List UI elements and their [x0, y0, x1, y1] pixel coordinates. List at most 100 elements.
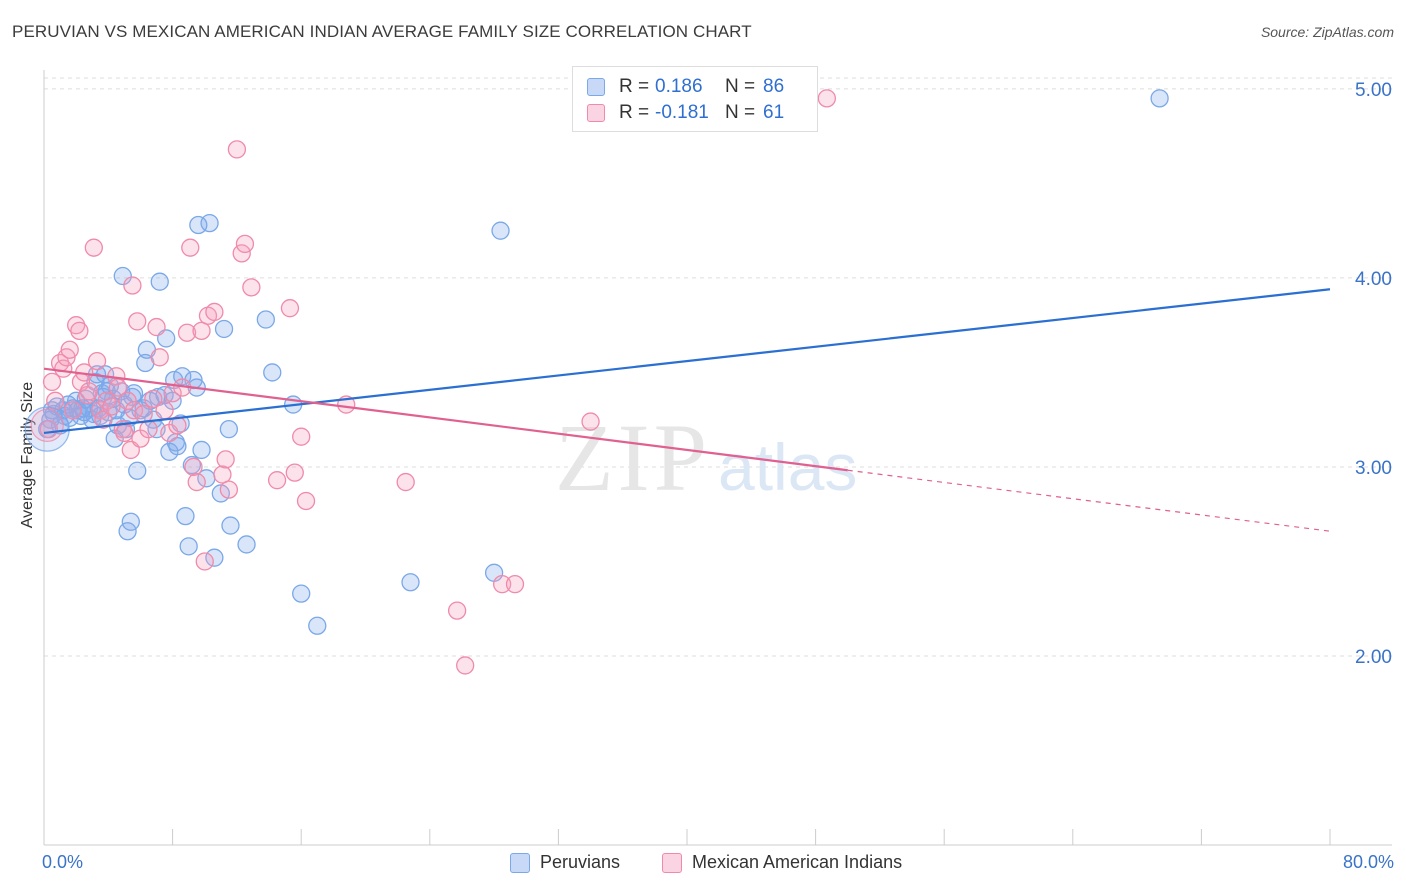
watermark-atlas: atlas	[718, 430, 857, 504]
point-mexican-american-indians	[267, 471, 287, 490]
point-mexican-american-indians	[181, 238, 200, 257]
point-peruvians	[219, 419, 239, 439]
trend-line-mexican-american-indians-extension	[847, 469, 1331, 532]
point-mexican-american-indians	[296, 491, 316, 511]
point-mexican-american-indians	[124, 401, 144, 420]
watermark-zip: ZIP	[555, 404, 711, 511]
point-peruvians	[1150, 89, 1169, 108]
point-mexican-american-indians	[134, 404, 153, 424]
point-peruvians	[179, 537, 198, 556]
point-mexican-american-indians	[195, 552, 214, 571]
point-peruvians	[256, 310, 275, 329]
series-swatch-mexican-american-indians	[662, 852, 682, 873]
point-mexican-american-indians	[155, 401, 174, 420]
point-peruvians	[205, 548, 224, 567]
point-mexican-american-indians	[227, 140, 247, 159]
point-peruvians	[192, 440, 211, 460]
legend-r-value: -0.181	[655, 102, 709, 123]
point-peruvians	[237, 535, 256, 554]
legend-row-peruvians: R = 0.186 N = 86	[587, 76, 784, 98]
point-mexican-american-indians	[242, 278, 261, 297]
point-mexican-american-indians	[205, 302, 224, 322]
legend-swatch-peruvians	[587, 78, 605, 96]
point-peruvians	[118, 522, 137, 541]
series-legend: Peruvians Mexican American Indians	[0, 852, 1406, 876]
point-peruvians	[168, 437, 187, 456]
legend-r-value: 0.186	[655, 76, 703, 97]
trend-line-peruvians	[43, 288, 1331, 435]
series-legend-peruvians[interactable]: Peruvians	[510, 852, 620, 873]
point-mexican-american-indians	[70, 321, 89, 341]
point-peruvians	[176, 506, 195, 526]
point-mexican-american-indians	[128, 312, 147, 331]
legend-n-value: 61	[763, 102, 785, 123]
point-mexican-american-indians	[285, 463, 304, 482]
point-mexican-american-indians	[280, 299, 300, 318]
legend-r-label: R =	[619, 102, 650, 123]
point-peruvians	[308, 616, 327, 635]
point-peruvians	[263, 363, 282, 382]
point-mexican-american-indians	[213, 465, 232, 484]
point-peruvians	[214, 319, 234, 339]
series-legend-label: Mexican American Indians	[692, 852, 903, 872]
point-mexican-american-indians	[447, 601, 467, 620]
point-mexican-american-indians	[54, 359, 73, 378]
legend-n-label: N =	[725, 76, 756, 97]
y-tick-label: 4.00	[1355, 269, 1392, 290]
point-mexican-american-indians	[492, 574, 512, 594]
point-mexican-american-indians	[118, 391, 137, 410]
point-mexican-american-indians	[187, 472, 206, 492]
point-peruvians	[128, 461, 147, 480]
point-mexican-american-indians	[67, 316, 86, 335]
y-tick-label: 3.00	[1355, 458, 1392, 479]
point-mexican-american-indians	[150, 348, 169, 367]
point-mexican-american-indians	[216, 450, 235, 469]
point-mexican-american-indians	[87, 351, 107, 371]
point-mexican-american-indians	[396, 472, 415, 492]
point-mexican-american-indians	[292, 427, 311, 446]
point-mexican-american-indians	[177, 323, 197, 342]
trend-line-mexican-american-indians	[43, 367, 848, 472]
point-mexican-american-indians	[505, 574, 525, 594]
point-mexican-american-indians	[97, 391, 116, 410]
point-peruvians	[491, 221, 510, 240]
point-mexican-american-indians	[60, 340, 79, 359]
point-mexican-american-indians-cluster	[30, 408, 64, 442]
point-mexican-american-indians	[184, 457, 203, 477]
point-peruvians	[113, 266, 132, 286]
legend-n-label: N =	[725, 102, 756, 123]
point-mexican-american-indians	[123, 276, 142, 295]
point-mexican-american-indians	[115, 423, 134, 443]
grid-lines	[44, 77, 1392, 657]
legend-row-mexican-american-indians: R = -0.181 N = 61	[587, 102, 784, 124]
point-mexican-american-indians	[168, 416, 187, 435]
point-peruvians	[150, 272, 169, 291]
x-tick-min: 0.0%	[42, 852, 84, 872]
point-mexican-american-indians	[94, 410, 113, 429]
y-tick-labels: 2.00 3.00 4.00 5.00	[1355, 80, 1392, 668]
point-mexican-american-indians	[139, 419, 158, 439]
point-mexican-american-indians	[147, 317, 166, 337]
point-mexican-american-indians	[144, 389, 163, 409]
legend-r-label: R =	[619, 76, 650, 97]
point-mexican-american-indians	[235, 234, 255, 254]
y-tick-label: 5.00	[1355, 80, 1392, 101]
point-mexican-american-indians	[817, 89, 837, 108]
point-peruvians	[221, 516, 240, 535]
series-legend-label: Peruvians	[540, 852, 621, 872]
point-mexican-american-indians	[192, 321, 211, 341]
x-tick-max: 80.0%	[1342, 852, 1394, 872]
chart-source: Source: ZipAtlas.com	[1260, 24, 1394, 40]
point-peruvians	[401, 573, 420, 592]
point-peruvians	[292, 584, 311, 603]
watermark: ZIP atlas	[555, 404, 857, 511]
point-mexican-american-indians	[63, 401, 83, 420]
point-mexican-american-indians	[46, 391, 65, 410]
point-mexican-american-indians	[79, 382, 99, 401]
series-swatch-peruvians	[510, 852, 530, 873]
point-mexican-american-indians	[42, 372, 62, 392]
point-peruvians	[200, 213, 219, 233]
point-peruvians	[189, 215, 208, 235]
series-legend-mexican-american-indians[interactable]: Mexican American Indians	[662, 852, 902, 873]
